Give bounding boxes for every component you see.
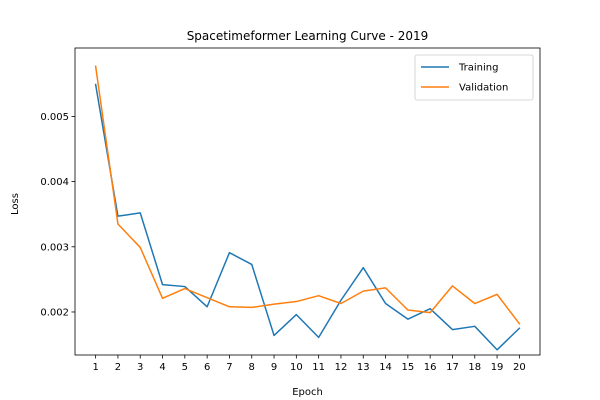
x-tick-label-16: 16 (424, 362, 437, 373)
y-tick-label-2: 0.004 (40, 177, 69, 188)
x-tick-label-7: 7 (226, 362, 232, 373)
x-tick-label-19: 19 (491, 362, 504, 373)
x-tick-label-2: 2 (115, 362, 121, 373)
x-tick-label-18: 18 (468, 362, 481, 373)
x-tick-label-15: 15 (401, 362, 414, 373)
x-tick-label-11: 11 (312, 362, 325, 373)
legend-label-validation: Validation (459, 83, 508, 94)
x-tick-label-17: 17 (446, 362, 459, 373)
y-tick-label-3: 0.005 (40, 112, 69, 123)
x-tick-label-5: 5 (182, 362, 188, 373)
x-tick-label-3: 3 (137, 362, 143, 373)
x-tick-label-9: 9 (271, 362, 277, 373)
x-tick-label-13: 13 (357, 362, 370, 373)
y-tick-label-1: 0.003 (40, 242, 69, 253)
y-axis-title: Loss (10, 193, 21, 215)
plot-area: 1 2 3 4 5 6 7 8 9 10 11 12 13 14 15 16 17 18 19 200.0020.00… (40, 47, 541, 373)
x-tick-label-8: 8 (249, 362, 255, 373)
x-tick-label-4: 4 (159, 362, 165, 373)
x-axis-title: Epoch (292, 387, 323, 398)
chart-title: Spacetimeformer Learning Curve - 2019 (187, 29, 429, 43)
x-tick-label-6: 6 (204, 362, 210, 373)
x-tick-label-14: 14 (379, 362, 392, 373)
x-tick-label-12: 12 (335, 362, 348, 373)
x-tick-label-1: 1 (92, 362, 98, 373)
series-line-training (94, 83, 521, 351)
series-line-validation (94, 65, 521, 325)
legend-label-training: Training (458, 63, 498, 74)
axes-frame (74, 47, 541, 356)
x-tick-label-10: 10 (290, 362, 303, 373)
x-tick-label-20: 20 (513, 362, 526, 373)
y-tick-label-0: 0.002 (40, 307, 69, 318)
